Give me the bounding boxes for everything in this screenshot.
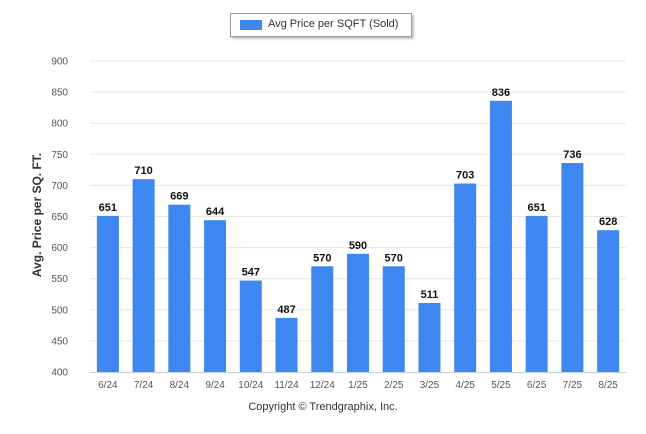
x-tick-label: 6/25 bbox=[527, 380, 547, 391]
y-tick-label: 550 bbox=[51, 274, 68, 285]
bar bbox=[418, 302, 441, 372]
y-tick-label: 850 bbox=[51, 88, 68, 99]
bar bbox=[561, 163, 584, 372]
bar bbox=[132, 179, 155, 372]
x-axis: 6/24 7/24 8/24 9/24 10/24 11/24 12/24 1/25 2/25 3… bbox=[90, 372, 626, 391]
bar bbox=[489, 100, 512, 373]
data-labels: 651 710 669 644 547 487 570 590 570 511 703 836 651 7… bbox=[99, 87, 618, 316]
x-tick-label: 5/25 bbox=[491, 380, 511, 391]
x-tick-label: 11/24 bbox=[274, 380, 299, 391]
copyright-footer: Copyright © Trendgraphix, Inc. bbox=[248, 401, 398, 413]
data-label: 487 bbox=[277, 304, 295, 316]
x-tick-label: 10/24 bbox=[238, 380, 263, 391]
data-label: 736 bbox=[563, 149, 581, 161]
bar bbox=[525, 215, 548, 372]
legend: Avg Price per SQFT (Sold) bbox=[230, 13, 412, 37]
bar bbox=[597, 230, 620, 372]
y-tick-label: 600 bbox=[51, 243, 68, 254]
x-tick-label: 2/25 bbox=[384, 380, 404, 391]
bar bbox=[311, 266, 334, 372]
x-tick-label: 8/24 bbox=[170, 380, 190, 391]
y-tick-label: 750 bbox=[51, 150, 68, 161]
data-label: 628 bbox=[599, 216, 617, 228]
bar bbox=[382, 266, 405, 372]
legend-label: Avg Price per SQFT (Sold) bbox=[268, 18, 399, 30]
x-tick-label: 7/24 bbox=[134, 380, 154, 391]
x-tick-label: 9/24 bbox=[205, 380, 225, 391]
legend-swatch bbox=[240, 20, 262, 30]
y-tick-label: 500 bbox=[51, 305, 68, 316]
y-tick-label: 800 bbox=[51, 119, 68, 130]
data-label: 669 bbox=[170, 191, 188, 203]
bar bbox=[454, 183, 477, 372]
bars bbox=[96, 100, 620, 373]
bar bbox=[347, 253, 369, 372]
x-tick-label: 7/25 bbox=[563, 380, 583, 391]
data-label: 547 bbox=[242, 267, 260, 279]
data-label: 703 bbox=[456, 170, 474, 182]
x-tick-label: 8/25 bbox=[598, 380, 618, 391]
bar bbox=[239, 280, 262, 372]
y-axis-ticks: 400 450 500 550 600 650 700 750 800 850 900 bbox=[51, 57, 68, 379]
y-tick-label: 400 bbox=[51, 368, 68, 379]
y-tick-label: 900 bbox=[51, 57, 68, 68]
data-label: 511 bbox=[421, 289, 439, 301]
x-tick-label: 3/25 bbox=[420, 380, 440, 391]
data-label: 570 bbox=[313, 252, 331, 264]
data-label: 570 bbox=[385, 252, 403, 264]
x-tick-label: 6/24 bbox=[98, 380, 118, 391]
x-tick-label: 4/25 bbox=[455, 380, 475, 391]
y-tick-label: 650 bbox=[51, 212, 68, 223]
data-label: 836 bbox=[492, 87, 510, 99]
data-label: 590 bbox=[349, 240, 367, 252]
bar bbox=[275, 317, 298, 372]
y-axis-title: Avg. Price per SQ. FT. bbox=[30, 152, 44, 278]
bar bbox=[96, 215, 119, 372]
data-label: 710 bbox=[134, 165, 152, 177]
data-label: 644 bbox=[206, 206, 225, 218]
y-tick-label: 450 bbox=[51, 336, 68, 347]
data-label: 651 bbox=[99, 202, 117, 214]
data-label: 651 bbox=[527, 202, 545, 214]
x-tick-label: 12/24 bbox=[310, 380, 335, 391]
bar bbox=[204, 220, 227, 372]
bar bbox=[168, 204, 191, 372]
x-tick-label: 1/25 bbox=[348, 380, 368, 391]
y-tick-label: 700 bbox=[51, 181, 68, 192]
